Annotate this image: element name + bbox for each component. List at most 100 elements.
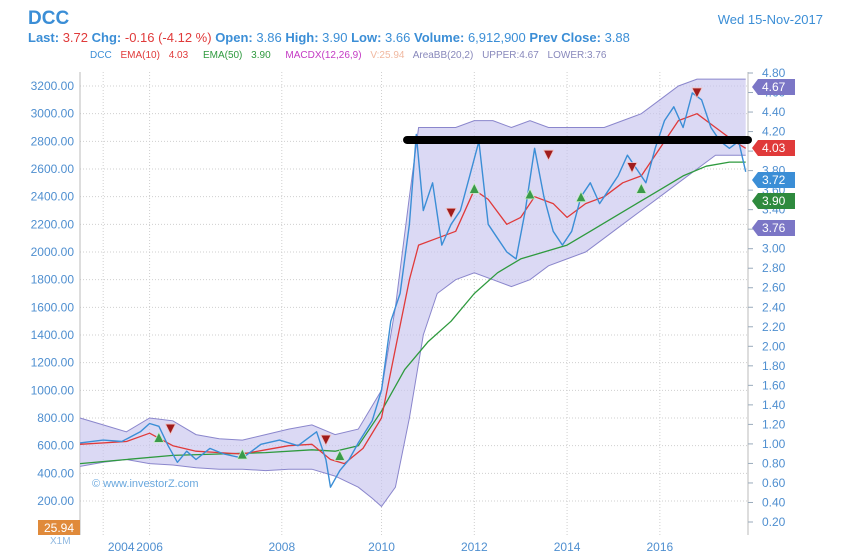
left-axis-tick-label: 2000.00 (31, 245, 75, 259)
sell-signal-marker (626, 162, 638, 174)
left-axis-unit-label: X1M (50, 536, 71, 547)
left-axis-tick-label: 2600.00 (31, 162, 75, 176)
legend-ema50-value: 3.90 (251, 50, 271, 61)
badge-value: 4.03 (762, 141, 786, 155)
buy-signal-marker (334, 449, 346, 461)
legend-ema10-label: EMA(10) (120, 50, 160, 61)
x-axis: 2004 2006 2008 2010 2012 2014 2016 (108, 540, 674, 554)
legend-macdx[interactable]: MACDX(12,26,9) (285, 50, 362, 61)
legend-lower: LOWER:3.76 (547, 50, 607, 61)
last-value: 3.72 (62, 30, 88, 45)
badge-shape (752, 193, 795, 209)
buy-signal-marker (468, 182, 480, 194)
watermark: © www.investorZ.com (92, 478, 199, 490)
quote-bar: Last: 3.72 Chg: -0.16 (-4.12 %) Open: 3.… (28, 30, 630, 45)
legend-areabb[interactable]: AreaBB(20,2) (412, 50, 474, 61)
badge-value: 3.72 (762, 173, 786, 187)
legend-upper: UPPER:4.67 (482, 50, 539, 61)
left-axis-tick-label: 3200.00 (31, 79, 75, 93)
low-label: Low: (351, 30, 382, 45)
bollinger-lower-line (79, 154, 746, 508)
series-lines (79, 92, 747, 488)
legend-ema10-value: 4.03 (168, 50, 189, 61)
badge-upper: 4.67 (752, 79, 795, 95)
buy-signal-marker (153, 431, 165, 443)
left-axis-tick-label: 600.00 (37, 439, 74, 453)
right-axis-tick-label: 1.80 (762, 359, 786, 373)
value-badges: 4.67 4.03 3.72 3.90 3.76 25.94 (38, 79, 795, 535)
legend-ema50-label: EMA(50) (202, 50, 243, 61)
right-axis-tick-label: 1.00 (762, 437, 786, 451)
legend-ema10[interactable]: EMA(10) 4.03 (120, 50, 194, 61)
left-axis-tick-label: 2800.00 (31, 134, 75, 148)
badge-shape (38, 520, 80, 535)
left-axis-tick-label: 1200.00 (31, 356, 75, 370)
prev-close-label: Prev Close: (529, 30, 601, 45)
badge-shape (752, 220, 795, 236)
legend-v: V:25.94 (370, 50, 405, 61)
x-axis-tick-label: 2014 (554, 540, 581, 554)
series-line-dcc (79, 92, 747, 488)
buy-signal-marker (524, 188, 536, 200)
x-axis-tick-label: 2012 (461, 540, 488, 554)
left-axis-tick-label: 1600.00 (31, 300, 75, 314)
low-value: 3.66 (385, 30, 411, 45)
bollinger-upper-line (79, 78, 746, 441)
legend-dcc[interactable]: DCC (90, 50, 112, 61)
badge-last: 3.72 (752, 172, 795, 188)
right-axis-tick-label: 3.00 (762, 242, 786, 256)
badge-ema10: 4.03 (752, 140, 795, 156)
sell-signal-marker (320, 434, 332, 447)
x-axis-tick-label: 2010 (368, 540, 395, 554)
chg-label: Chg: (91, 30, 122, 45)
chg-value: -0.16 (-4.12 %) (124, 30, 212, 45)
badge-shape (752, 79, 795, 95)
left-axis-tick-label: 800.00 (37, 411, 74, 425)
signal-markers (153, 87, 703, 461)
right-axis-tick-label: 2.20 (762, 320, 786, 334)
right-axis-tick-label: 1.40 (762, 398, 786, 412)
indicator-legend: DCC EMA(10) 4.03 EMA(50) 3.90 MACDX(12,2… (90, 50, 612, 61)
sell-signal-marker (445, 207, 457, 220)
volume-value: 6,912,900 (467, 30, 526, 45)
right-axis-tick-label: 2.80 (762, 261, 786, 275)
bollinger-band-area (79, 78, 746, 508)
right-axis-tick-label: 4.80 (762, 66, 786, 80)
series-line-ema50 (79, 161, 746, 465)
high-label: High: (285, 30, 319, 45)
right-axis-tick-label: 2.00 (762, 339, 786, 353)
x-axis-tick-label: 2004 (108, 540, 135, 554)
left-axis-tick-label: 1000.00 (31, 383, 75, 397)
ticker-symbol: DCC (28, 8, 70, 29)
badge-value: 4.67 (762, 80, 786, 94)
right-axis-tick-label: 4.40 (762, 105, 786, 119)
right-axis-tick-label: 2.40 (762, 300, 786, 314)
left-axis-tick-label: 1800.00 (31, 273, 75, 287)
badge-shape (752, 172, 795, 188)
sell-signal-marker (164, 423, 177, 435)
left-axis-tick-label: 2400.00 (31, 190, 75, 204)
x-axis-tick-label: 2008 (268, 540, 295, 554)
left-axis: 3200.00 3000.00 2800.00 2600.00 2400.00 2200.… (31, 79, 75, 547)
badge-volume: 25.94 (38, 520, 80, 535)
last-label: Last: (28, 30, 60, 45)
left-axis-tick-label: 200.00 (37, 494, 74, 508)
left-axis-tick-label: 3000.00 (31, 107, 75, 121)
right-axis-tick-label: 0.60 (762, 476, 786, 490)
right-axis-tick-label: 0.80 (762, 456, 786, 470)
bollinger-band-fill (80, 79, 746, 507)
legend-ema50[interactable]: EMA(50) 3.90 (203, 50, 277, 61)
x-axis-tick-label: 2016 (647, 540, 674, 554)
buy-signal-marker (575, 190, 587, 203)
left-axis-tick-label: 2200.00 (31, 217, 75, 231)
right-axis-tick-label: 1.60 (762, 378, 786, 392)
buy-signal-marker (236, 448, 249, 460)
right-axis-tick-label: 2.60 (762, 281, 786, 295)
high-value: 3.90 (322, 30, 348, 45)
right-axis-tick-label: 1.20 (762, 417, 786, 431)
right-axis-tick-label: 0.20 (762, 515, 786, 529)
badge-value: 3.90 (762, 194, 786, 208)
buy-signal-marker (635, 182, 647, 194)
sell-signal-marker (542, 149, 555, 162)
